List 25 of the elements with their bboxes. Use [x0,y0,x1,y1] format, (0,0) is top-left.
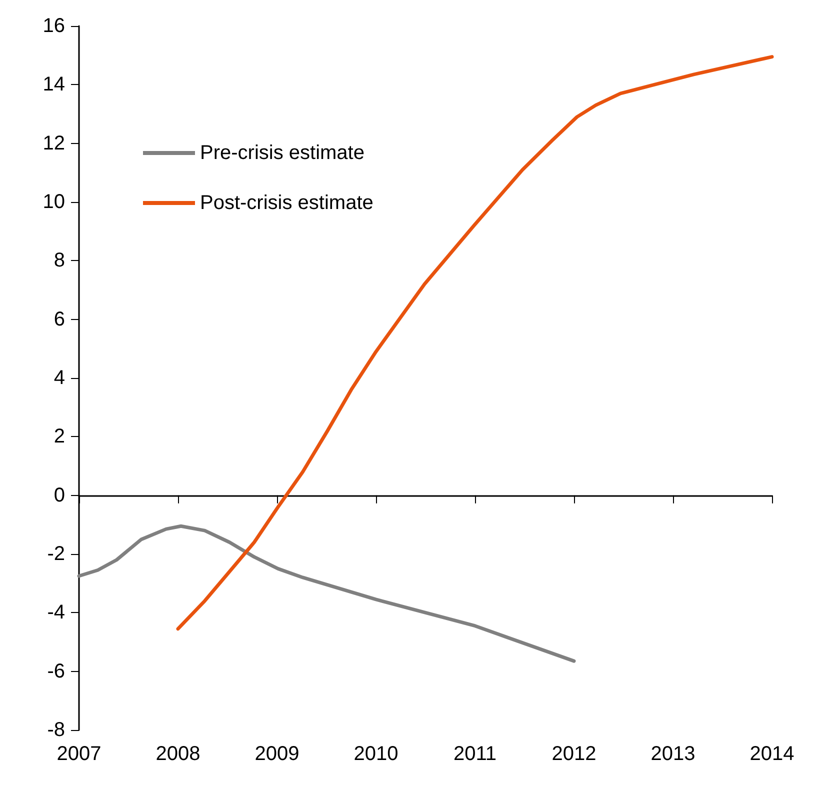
line-series [176,55,774,631]
legend-label: Pre-crisis estimate [200,142,364,164]
y-tick-label: 8 [54,250,65,272]
x-tick-label: 2013 [650,743,696,765]
x-tick-label: 2014 [750,743,794,765]
legend-label: Post-crisis estimate [200,192,374,214]
y-tick-label: 12 [42,132,65,154]
x-tick-label: 2011 [453,743,497,765]
y-tick-label: 4 [54,367,65,389]
y-tick-label: 6 [54,308,65,330]
x-tick-label: 2010 [354,743,398,765]
x-tick-label: 2012 [552,743,596,765]
y-tick-label: -4 [47,602,65,624]
x-tick-label: 2009 [254,743,300,765]
y-tick-label: 10 [42,191,65,213]
y-tick-label: -8 [47,719,65,741]
y-tick-label: -2 [47,543,65,565]
y-tick-label: 2 [54,426,65,448]
y-tick-label: 16 [42,15,65,37]
x-tick-label: 2008 [156,743,200,765]
y-tick-label: -6 [47,660,65,682]
line-series [77,524,576,663]
y-tick-label: 0 [54,484,65,506]
y-tick-label: 14 [42,74,65,96]
x-tick-label: 2007 [56,743,102,765]
